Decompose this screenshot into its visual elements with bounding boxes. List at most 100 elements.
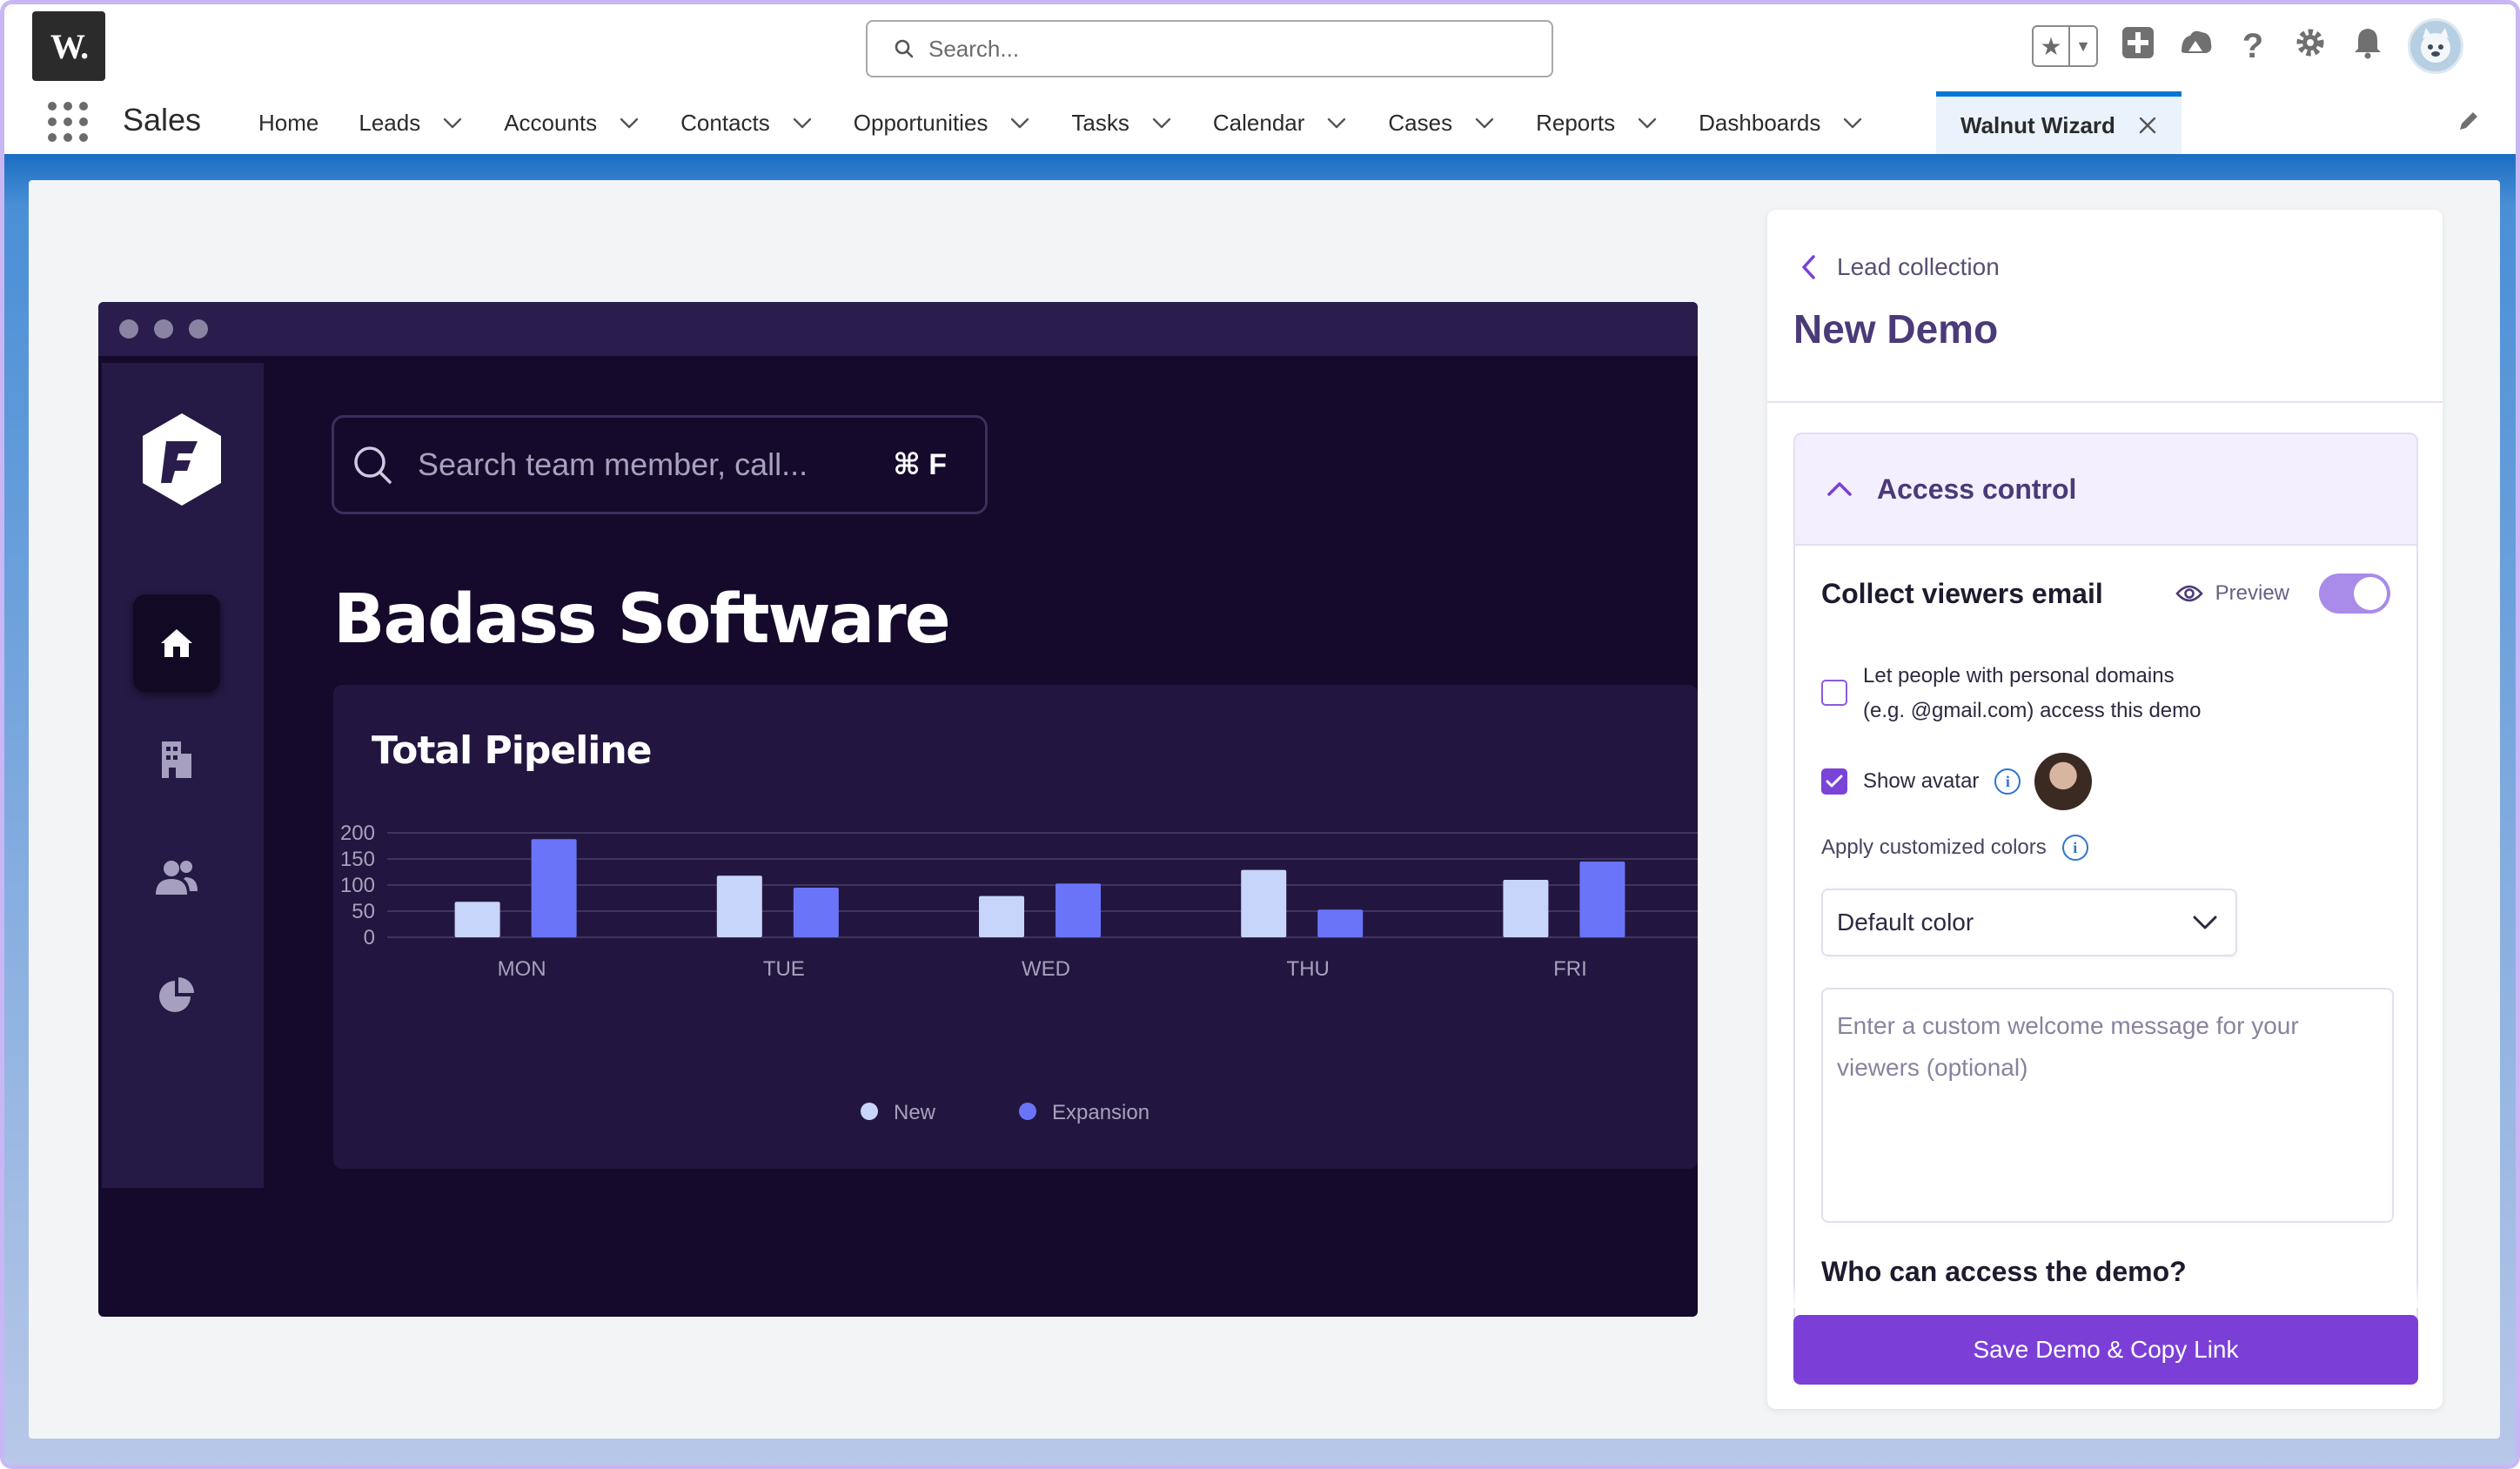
bar-new-fri xyxy=(1503,880,1549,937)
divider xyxy=(1767,401,2443,403)
nav-item-label: Reports xyxy=(1536,109,1616,136)
home-icon xyxy=(161,629,192,657)
checkmark-icon xyxy=(1826,775,1843,788)
legend-label: New xyxy=(894,1101,936,1124)
colors-label: Apply customized colors xyxy=(1821,835,2047,859)
colors-row: Apply customized colors i xyxy=(1821,835,2390,861)
chevron-down-icon xyxy=(2193,916,2217,929)
info-icon[interactable]: i xyxy=(1994,768,2021,795)
chevron-down-icon[interactable] xyxy=(1841,111,1864,134)
rail-accounts-button[interactable] xyxy=(133,711,220,808)
notifications-bell-icon[interactable] xyxy=(2350,26,2385,67)
legend-swatch-new xyxy=(861,1103,878,1120)
pipeline-bar-chart: 0 50 100 150 200 MON TUE WED THU FRI New Expansion xyxy=(340,822,1698,1124)
chart-title: Total Pipeline xyxy=(372,728,653,773)
favorites-star-icon[interactable]: ★ xyxy=(2040,32,2062,60)
bar-expansion-tue xyxy=(793,888,839,937)
nav-item-label: Leads xyxy=(359,109,421,136)
nav-item-cases[interactable]: Cases xyxy=(1388,91,1496,154)
chevron-down-icon[interactable] xyxy=(618,111,640,134)
back-link[interactable]: Lead collection xyxy=(1800,253,2000,281)
chevron-left-icon xyxy=(1802,255,1815,279)
add-icon[interactable] xyxy=(2121,25,2155,68)
demo-search-input[interactable]: Search team member, call... ⌘ F xyxy=(332,415,988,514)
back-link-label: Lead collection xyxy=(1837,253,2000,280)
nav-item-accounts[interactable]: Accounts xyxy=(504,91,640,154)
x-tick-label: TUE xyxy=(763,957,805,981)
bar-expansion-mon xyxy=(531,839,577,937)
info-icon[interactable]: i xyxy=(2061,835,2088,861)
rail-team-button[interactable] xyxy=(133,829,220,927)
tab-walnut-wizard[interactable]: Walnut Wizard xyxy=(1936,91,2182,154)
legend-label: Expansion xyxy=(1052,1101,1149,1124)
y-tick-label: 150 xyxy=(340,848,375,871)
nav-item-tasks[interactable]: Tasks xyxy=(1071,91,1172,154)
collect-email-toggle[interactable] xyxy=(2319,574,2390,614)
chevron-down-icon[interactable] xyxy=(1636,111,1659,134)
nav-item-home[interactable]: Home xyxy=(258,91,318,154)
chevron-down-icon[interactable] xyxy=(1150,111,1173,134)
section-title: Access control xyxy=(1877,473,2077,505)
nav-item-leads[interactable]: Leads xyxy=(359,91,464,154)
access-control-header[interactable]: Access control xyxy=(1795,434,2416,546)
company-title: Badass Software xyxy=(333,580,951,659)
nav-item-calendar[interactable]: Calendar xyxy=(1213,91,1349,154)
save-demo-button[interactable]: Save Demo & Copy Link xyxy=(1793,1315,2418,1385)
header-icons: ★ ▼ ? xyxy=(2032,18,2463,74)
global-search-input[interactable]: Search... xyxy=(866,20,1553,77)
demo-preview-window: Search team member, call... ⌘ F Badass S… xyxy=(98,302,1698,1317)
bar-new-wed xyxy=(979,895,1025,937)
x-tick-label: THU xyxy=(1287,957,1330,981)
color-select[interactable]: Default color xyxy=(1821,889,2237,956)
nav-item-reports[interactable]: Reports xyxy=(1536,91,1659,154)
close-tab-icon[interactable] xyxy=(2138,116,2157,135)
personal-domains-checkbox[interactable] xyxy=(1821,680,1847,706)
wizard-panel: Lead collection New Demo Access control … xyxy=(1767,210,2443,1409)
bar-new-thu xyxy=(1241,869,1287,937)
personal-domains-line1: Let people with personal domains xyxy=(1863,664,2175,688)
app-launcher-icon[interactable] xyxy=(48,102,88,142)
org-logo[interactable]: W. xyxy=(32,11,105,81)
chevron-down-icon[interactable] xyxy=(1009,111,1031,134)
nav-item-label: Accounts xyxy=(504,109,598,136)
chevron-down-icon[interactable] xyxy=(1473,111,1496,134)
building-icon xyxy=(162,741,191,778)
bar-expansion-fri xyxy=(1579,862,1625,937)
avatar-preview xyxy=(2034,753,2093,810)
rail-reports-button[interactable] xyxy=(133,946,220,1043)
app-name: Sales xyxy=(123,102,202,138)
chevron-down-icon[interactable] xyxy=(1325,111,1348,134)
nav-item-contacts[interactable]: Contacts xyxy=(680,91,814,154)
preview-button[interactable]: Preview xyxy=(2175,581,2289,606)
personal-domains-row: Let people with personal domains (e.g. @… xyxy=(1821,659,2390,728)
show-avatar-row: Show avatar i xyxy=(1821,753,2390,810)
y-tick-label: 100 xyxy=(340,874,375,897)
access-control-section: Access control Collect viewers email Pre… xyxy=(1793,433,2418,1338)
show-avatar-label: Show avatar xyxy=(1863,769,1980,793)
chevron-up-icon xyxy=(1827,482,1852,496)
nav-item-opportunities[interactable]: Opportunities xyxy=(854,91,1032,154)
x-tick-label: WED xyxy=(1022,957,1070,981)
chevron-down-icon[interactable] xyxy=(441,111,464,134)
help-icon[interactable]: ? xyxy=(2242,26,2264,65)
setup-gear-icon[interactable] xyxy=(2293,26,2328,67)
personal-domains-line2: (e.g. @gmail.com) access this demo xyxy=(1863,699,2202,722)
trailhead-icon[interactable] xyxy=(2178,25,2213,68)
favorites-dropdown-icon[interactable]: ▼ xyxy=(2068,27,2096,65)
user-avatar[interactable] xyxy=(2408,18,2463,74)
nav-items: Home Leads Accounts Contacts Opportunities Ta… xyxy=(258,91,1904,154)
search-placeholder: Search... xyxy=(928,35,1020,62)
scroll-fade xyxy=(1793,1282,2418,1308)
nav-item-label: Dashboards xyxy=(1699,109,1821,136)
show-avatar-checkbox[interactable] xyxy=(1821,768,1847,795)
bar-new-mon xyxy=(454,902,500,937)
welcome-message-textarea[interactable]: Enter a custom welcome message for your … xyxy=(1821,988,2394,1223)
color-select-value: Default color xyxy=(1837,909,1974,936)
pie-chart-icon xyxy=(159,977,194,1012)
edit-nav-pencil-icon[interactable] xyxy=(2456,109,2481,139)
chevron-down-icon[interactable] xyxy=(791,111,814,134)
tab-label: Walnut Wizard xyxy=(1960,111,2115,138)
rail-home-button[interactable] xyxy=(133,594,220,692)
nav-item-dashboards[interactable]: Dashboards xyxy=(1699,91,1864,154)
